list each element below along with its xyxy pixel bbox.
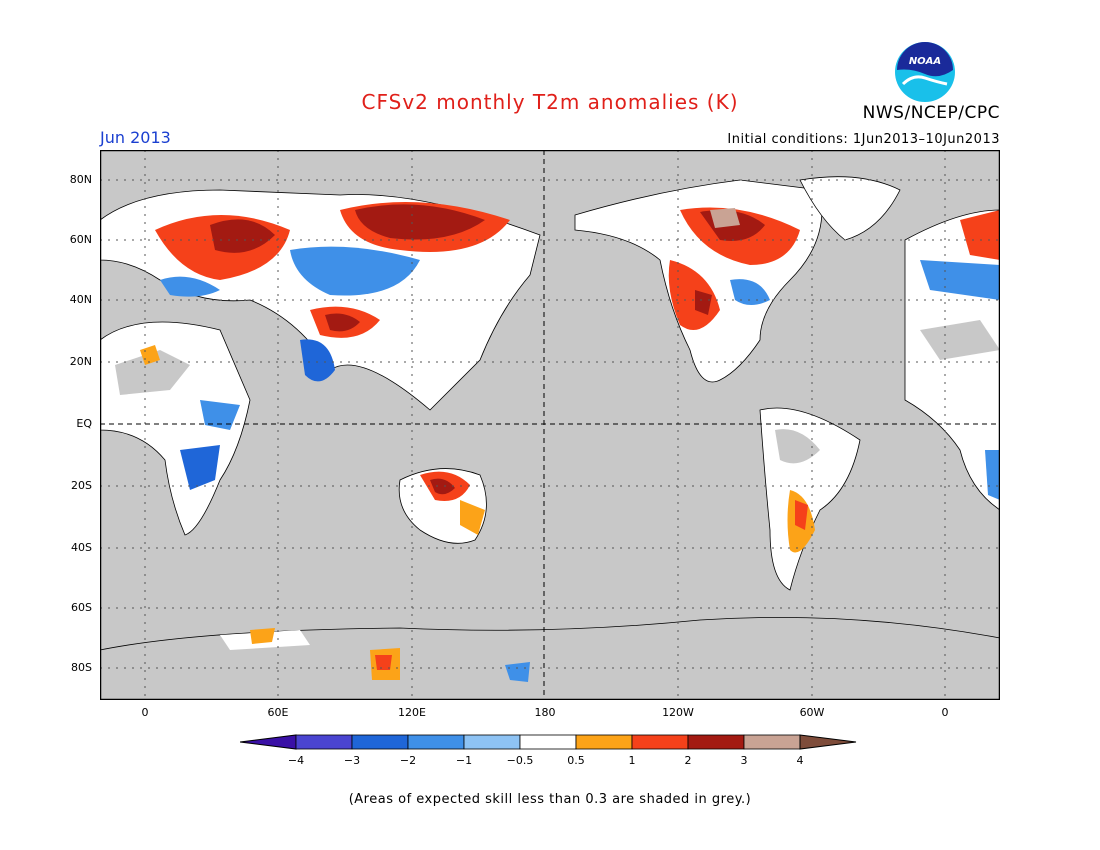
colorbar-segment bbox=[407, 734, 465, 750]
colorbar-tick-label: 3 bbox=[740, 754, 748, 767]
lat-label: 20S bbox=[71, 479, 92, 492]
colorbar-segment bbox=[295, 734, 353, 750]
map-frame bbox=[100, 150, 1000, 700]
logo-text: NOAA bbox=[909, 56, 941, 67]
colorbar-tick-label: 1 bbox=[628, 754, 636, 767]
lat-label: 20N bbox=[69, 355, 92, 368]
colorbar-tick-label: −4 bbox=[287, 754, 305, 767]
agency-label: NWS/NCEP/CPC bbox=[862, 103, 1000, 123]
footnote: (Areas of expected skill less than 0.3 a… bbox=[348, 792, 752, 807]
lon-label: 0 bbox=[941, 706, 949, 719]
colorbar-segment bbox=[240, 734, 297, 750]
initial-conditions: Initial conditions: 1Jun2013–10Jun2013 bbox=[727, 132, 1000, 147]
colorbar-segment bbox=[575, 734, 633, 750]
lon-label: 120E bbox=[398, 706, 426, 719]
colorbar-segment bbox=[351, 734, 409, 750]
lat-label: 80N bbox=[69, 173, 92, 186]
europe-right-region bbox=[904, 209, 1000, 511]
lon-label: 60E bbox=[267, 706, 289, 719]
lon-label: 120W bbox=[662, 706, 694, 719]
lat-label: 40N bbox=[69, 293, 92, 306]
colorbar-tick-label: −0.5 bbox=[506, 754, 534, 767]
anomaly-map bbox=[100, 150, 1000, 700]
colorbar-tick-label: −2 bbox=[399, 754, 417, 767]
colorbar-tick-label: −3 bbox=[343, 754, 361, 767]
lat-label: 60S bbox=[71, 601, 92, 614]
antarctica-region bbox=[100, 616, 1000, 700]
colorbar-segment bbox=[463, 734, 521, 750]
south-america-region bbox=[759, 407, 861, 591]
lat-label: 60N bbox=[69, 233, 92, 246]
colorbar-tick-label: 0.5 bbox=[567, 754, 585, 767]
greenland-region bbox=[799, 176, 901, 241]
graticule bbox=[100, 150, 1000, 700]
colorbar-tick-label: 2 bbox=[684, 754, 692, 767]
colorbar bbox=[240, 734, 857, 750]
colorbar-segment bbox=[799, 734, 857, 750]
lon-label: 180 bbox=[534, 706, 556, 719]
colorbar-segment bbox=[687, 734, 745, 750]
colorbar-tick-label: −1 bbox=[455, 754, 473, 767]
colorbar-segment bbox=[743, 734, 801, 750]
colorbar-segment bbox=[519, 734, 577, 750]
lon-label: 60W bbox=[799, 706, 825, 719]
lat-label: 40S bbox=[71, 541, 92, 554]
lat-label: EQ bbox=[76, 417, 92, 430]
lat-label: 80S bbox=[71, 661, 92, 674]
africa-region bbox=[100, 321, 251, 536]
eurasia-region bbox=[100, 189, 541, 411]
map-title: CFSv2 monthly T2m anomalies (K) bbox=[361, 90, 739, 114]
lon-label: 0 bbox=[141, 706, 149, 719]
north-america-region bbox=[574, 179, 823, 383]
forecast-month: Jun 2013 bbox=[100, 128, 171, 147]
noaa-logo: NOAA bbox=[895, 42, 955, 102]
colorbar-tick-label: 4 bbox=[796, 754, 804, 767]
equator-dateline bbox=[100, 150, 1000, 700]
colorbar-segment bbox=[631, 734, 689, 750]
